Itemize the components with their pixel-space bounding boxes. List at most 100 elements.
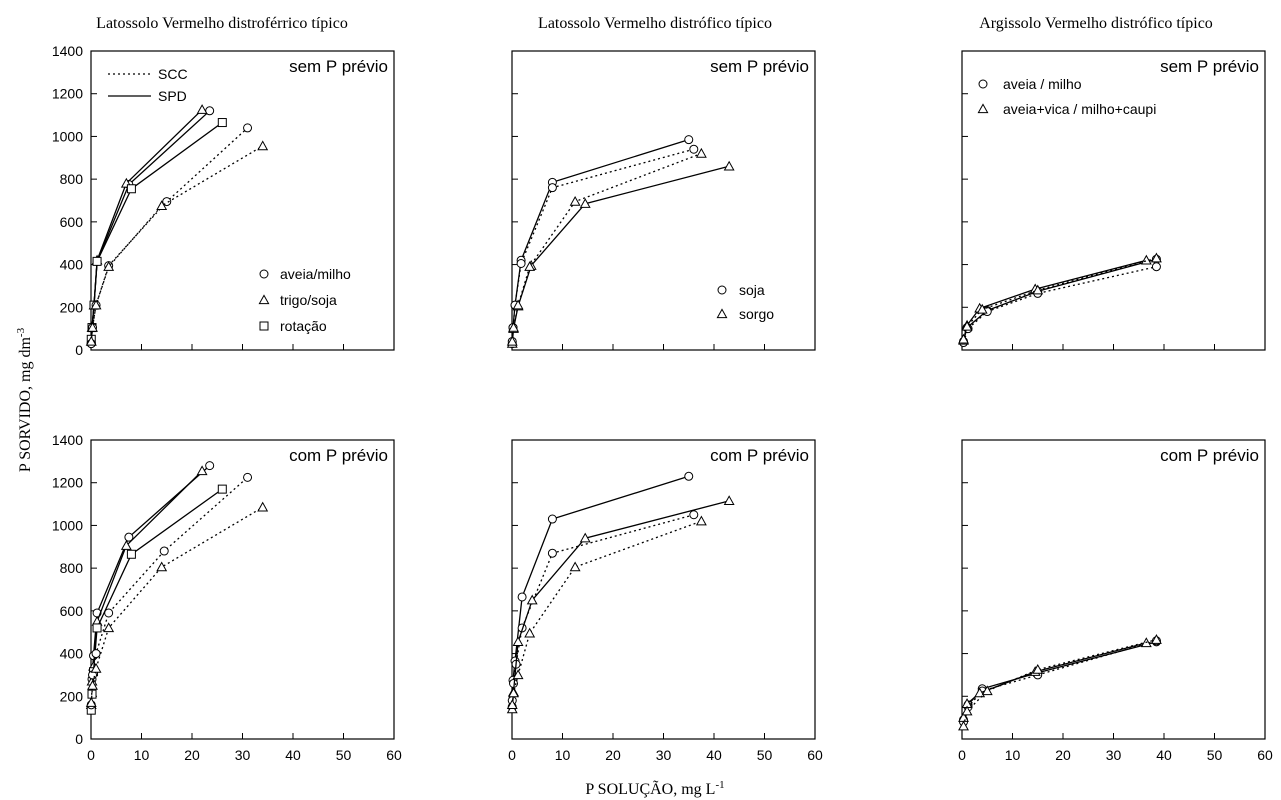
y-tick-label: 400 [60, 257, 84, 273]
x-tick-label: 30 [235, 747, 251, 763]
data-point-circle [516, 259, 526, 269]
series-line-1 [962, 641, 1157, 720]
x-tick-label: 40 [285, 747, 301, 763]
data-point-triangle [85, 335, 97, 346]
series-line-4 [90, 476, 249, 705]
panel-label: com P prévio [289, 446, 388, 465]
data-point-triangle [103, 622, 115, 633]
legend-line-label: SCC [158, 66, 188, 82]
y-axis-title: P SORVIDO, mg dm-3 [15, 327, 34, 472]
legend-marker-circle [717, 285, 727, 295]
data-point-triangle [87, 679, 98, 690]
data-point-triangle [90, 299, 102, 310]
y-tick-label: 0 [75, 731, 83, 747]
data-point-triangle [90, 662, 102, 673]
soil-title-2: Latossolo Vermelho distrófico típico [538, 15, 772, 32]
data-point-square [126, 184, 136, 194]
data-point-square [217, 484, 227, 494]
x-tick-label: 60 [1257, 747, 1273, 763]
data-point-triangle [120, 540, 132, 550]
panel-label: com P prévio [1160, 446, 1259, 465]
data-point-triangle [579, 532, 591, 543]
data-point-triangle [103, 261, 115, 271]
y-tick-label: 400 [60, 646, 84, 662]
x-tick-label: 50 [1207, 747, 1223, 763]
y-tick-label: 0 [75, 342, 83, 358]
data-point-triangle [961, 705, 973, 716]
plot-frame [961, 439, 1266, 740]
legend-marker-triangle [258, 294, 270, 305]
x-tick-label: 30 [656, 747, 672, 763]
data-point-triangle [976, 303, 988, 314]
data-point-circle [159, 546, 169, 556]
panel-label: com P prévio [710, 446, 809, 465]
data-point-triangle [1140, 254, 1152, 265]
series-line-1 [511, 475, 689, 701]
data-point-circle [684, 471, 694, 481]
data-point-triangle [526, 594, 538, 605]
data-point-triangle [1150, 252, 1162, 263]
data-point-triangle [1032, 663, 1044, 674]
y-tick-label: 1000 [52, 517, 83, 533]
series-line-4 [962, 257, 1157, 340]
y-tick-label: 800 [60, 171, 84, 187]
svg-text:P SORVIDO, mg dm-3: P SORVIDO, mg dm-3 [15, 327, 34, 472]
x-tick-label: 0 [958, 747, 966, 763]
x-tick-label: 60 [807, 747, 823, 763]
x-tick-label: 20 [1055, 747, 1071, 763]
series-line-1 [511, 138, 689, 344]
series-line-1 [962, 258, 1157, 342]
y-axis-title-sup: -3 [15, 327, 27, 337]
legend-marker-circle [259, 269, 269, 279]
soil-title-3: Argissolo Vermelho distrófico típico [979, 15, 1213, 32]
data-point-triangle [196, 104, 208, 114]
legend-marker-label: rotação [280, 318, 327, 334]
data-point-triangle [196, 465, 208, 476]
data-point-circle [517, 592, 527, 602]
chart-panel-3: sem P prévio aveia / milho aveia+vica / mi… [958, 50, 1266, 351]
data-point-circle [104, 608, 114, 618]
series-line-3 [90, 121, 223, 340]
data-point-triangle [257, 140, 269, 151]
data-point-square [92, 623, 102, 633]
data-point-circle [1151, 262, 1161, 272]
data-point-circle [243, 123, 253, 133]
chart-panel-6: 0 10 20 30 40 50 60 com P prévio [958, 439, 1273, 763]
legend-marker-label: aveia+vica / milho+caupi [1003, 101, 1156, 117]
x-tick-label: 0 [87, 747, 95, 763]
chart-panel-1: 0 200 400 600 800 1000 1200 1400 sem P prévio SCC… [52, 43, 395, 358]
y-tick-label: 1000 [52, 128, 83, 144]
y-tick-label: 1200 [52, 475, 83, 491]
series-line-4 [962, 639, 1157, 727]
data-point-triangle [569, 561, 581, 572]
legend-marker-label: soja [739, 282, 765, 298]
data-point-circle [684, 135, 694, 145]
x-tick-label: 10 [555, 747, 571, 763]
plot-frame [961, 50, 1266, 351]
x-tick-label: 20 [605, 747, 621, 763]
data-point-triangle [156, 561, 168, 572]
y-tick-label: 200 [60, 688, 84, 704]
x-tick-label: 30 [1106, 747, 1122, 763]
data-point-circle [689, 510, 699, 520]
y-tick-label: 600 [60, 214, 84, 230]
series-line-2 [511, 514, 694, 708]
x-tick-label: 40 [1156, 747, 1172, 763]
series-line-2 [511, 148, 694, 342]
x-tick-label: 50 [336, 747, 352, 763]
data-point-triangle [569, 195, 581, 206]
data-point-triangle [508, 687, 519, 698]
data-point-triangle [723, 495, 735, 506]
legend-marker-triangle [716, 308, 728, 319]
data-point-triangle [961, 320, 973, 331]
data-point-triangle [695, 515, 707, 526]
soil-title-1: Latossolo Vermelho distroférrico típico [96, 15, 348, 32]
x-tick-label: 40 [706, 747, 722, 763]
data-point-circle [547, 514, 557, 524]
data-point-triangle [512, 669, 524, 680]
chart-panel-2: sem P prévio soja sorgo [506, 50, 816, 351]
data-point-triangle [512, 636, 524, 647]
data-point-circle [205, 461, 215, 471]
data-point-triangle [87, 321, 98, 332]
